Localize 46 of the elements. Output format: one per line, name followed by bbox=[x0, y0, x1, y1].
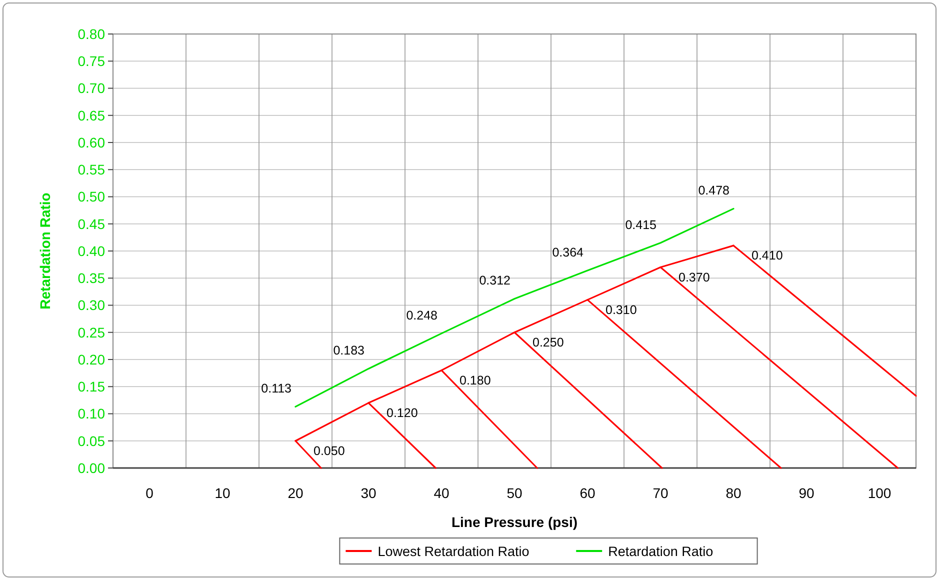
data-label: 0.415 bbox=[625, 218, 657, 232]
data-label: 0.478 bbox=[698, 184, 730, 198]
x-tick-label: 80 bbox=[726, 485, 742, 501]
legend-label: Retardation Ratio bbox=[608, 544, 714, 560]
y-tick-label: 0.60 bbox=[78, 134, 106, 150]
data-label: 0.183 bbox=[333, 344, 365, 358]
data-label: 0.312 bbox=[479, 274, 511, 288]
y-tick-label: 0.70 bbox=[78, 80, 106, 96]
data-label: 0.410 bbox=[752, 248, 783, 263]
x-tick-label: 10 bbox=[214, 485, 230, 501]
x-tick-label: 60 bbox=[580, 485, 596, 501]
y-tick-label: 0.05 bbox=[78, 432, 106, 449]
y-tick-label: 0.40 bbox=[78, 242, 106, 259]
x-tick-label: 100 bbox=[868, 485, 892, 501]
x-tick-label: 90 bbox=[798, 485, 814, 501]
y-tick-label: 0.80 bbox=[78, 26, 106, 42]
data-label: 0.310 bbox=[606, 302, 637, 317]
y-tick-label: 0.65 bbox=[78, 107, 106, 124]
x-tick-label: 50 bbox=[506, 485, 522, 501]
y-tick-label: 0.10 bbox=[78, 406, 106, 422]
data-label: 0.364 bbox=[552, 246, 584, 260]
x-tick-label: 30 bbox=[360, 485, 376, 501]
x-tick-label: 70 bbox=[652, 485, 668, 501]
y-tick-label: 0.50 bbox=[78, 188, 106, 205]
y-tick-label: 0.15 bbox=[78, 378, 106, 395]
y-tick-label: 0.30 bbox=[78, 297, 106, 314]
data-label: 0.113 bbox=[261, 382, 292, 396]
data-label: 0.050 bbox=[314, 444, 345, 458]
y-tick-label: 0.00 bbox=[78, 460, 106, 476]
legend-label: Lowest Retardation Ratio bbox=[378, 544, 530, 560]
y-tick-label: 0.20 bbox=[78, 351, 106, 368]
x-axis-title: Line Pressure (psi) bbox=[451, 514, 578, 530]
y-tick-label: 0.45 bbox=[78, 216, 106, 232]
y-tick-label: 0.55 bbox=[78, 162, 106, 178]
x-tick-label: 0 bbox=[146, 485, 154, 501]
data-label: 0.370 bbox=[678, 270, 710, 284]
data-label: 0.180 bbox=[460, 373, 491, 388]
x-tick-label: 20 bbox=[288, 485, 304, 501]
data-label: 0.250 bbox=[532, 335, 564, 350]
y-tick-label: 0.75 bbox=[78, 53, 106, 70]
y-tick-label: 0.25 bbox=[78, 324, 106, 340]
y-axis-title: Retardation Ratio bbox=[37, 192, 53, 310]
data-label: 0.120 bbox=[386, 406, 418, 420]
data-label: 0.248 bbox=[406, 308, 438, 322]
y-tick-label: 0.35 bbox=[78, 270, 106, 286]
x-tick-label: 40 bbox=[434, 485, 450, 501]
